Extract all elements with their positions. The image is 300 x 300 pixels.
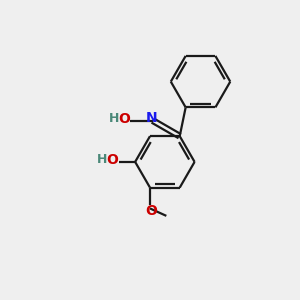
Text: O: O [118, 112, 130, 126]
Text: O: O [146, 204, 158, 218]
Text: H: H [97, 153, 108, 166]
Text: N: N [146, 111, 157, 125]
Text: H: H [109, 112, 119, 125]
Text: O: O [106, 153, 118, 167]
